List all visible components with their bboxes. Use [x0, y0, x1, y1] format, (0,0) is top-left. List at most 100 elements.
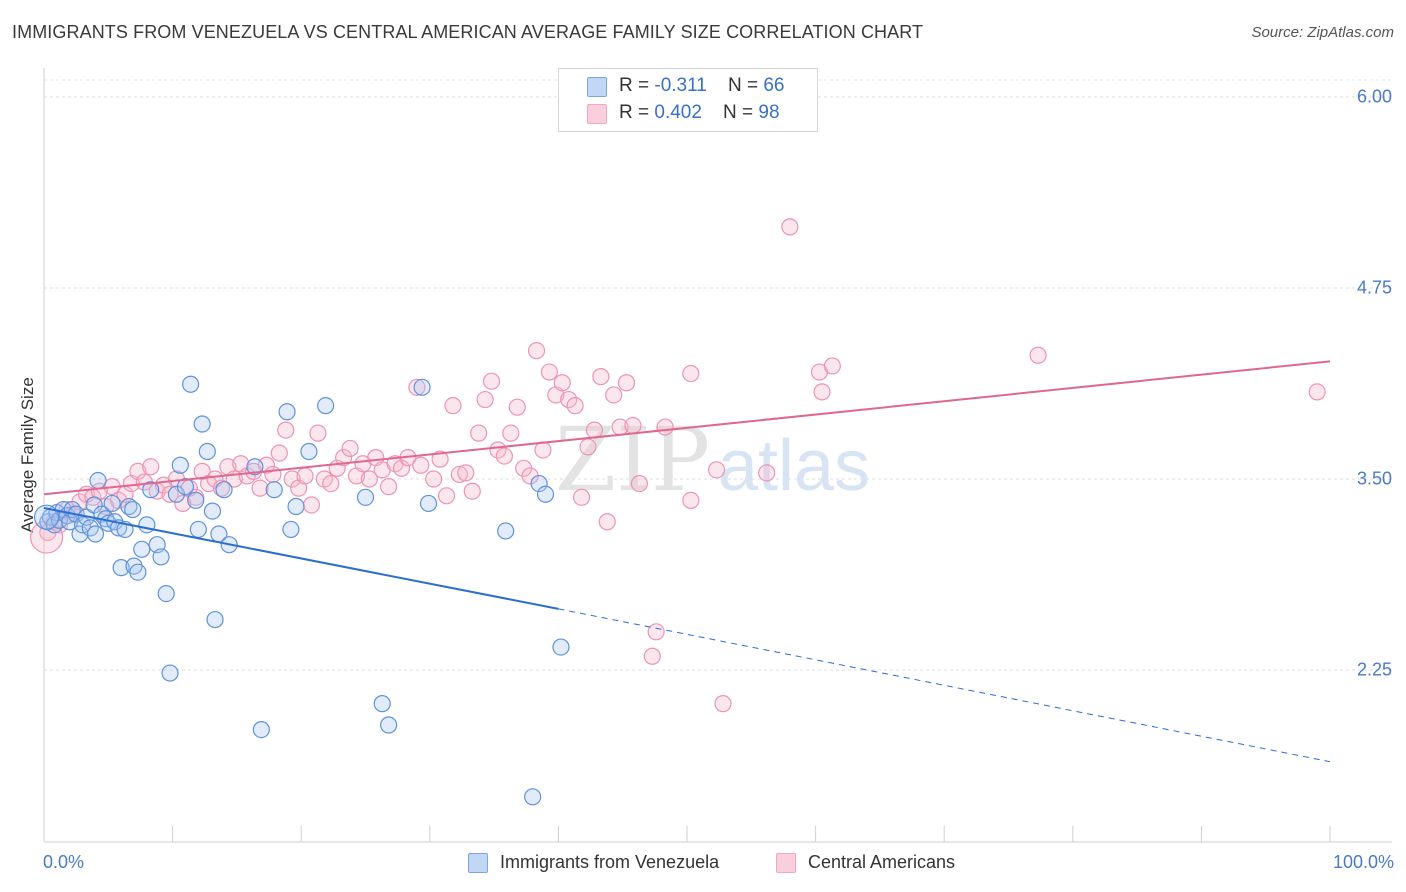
data-point	[112, 559, 130, 577]
data-point	[579, 438, 597, 456]
data-point	[656, 418, 674, 436]
data-point	[152, 548, 170, 566]
data-point	[540, 363, 558, 381]
r-label: R =	[619, 75, 655, 96]
data-point	[572, 488, 591, 506]
data-point	[157, 584, 175, 603]
n-value: 66	[763, 75, 785, 96]
data-point	[322, 474, 340, 493]
data-point	[1308, 383, 1326, 401]
data-point	[265, 481, 283, 499]
data-point	[142, 458, 160, 476]
data-point	[566, 397, 584, 415]
data-point	[189, 520, 207, 539]
data-point	[142, 481, 160, 499]
data-point	[592, 368, 610, 386]
chart-title: IMMIGRANTS FROM VENEZUELA VS CENTRAL AME…	[12, 22, 924, 42]
n-label: N =	[727, 75, 764, 96]
data-point	[129, 563, 147, 581]
data-point	[1029, 346, 1047, 364]
data-point	[33, 504, 60, 530]
data-point	[187, 491, 205, 509]
data-point	[413, 378, 431, 396]
trend-lines	[43, 360, 1331, 763]
data-point	[89, 471, 107, 490]
data-point	[373, 695, 391, 713]
data-point	[161, 485, 179, 503]
data-point	[412, 456, 430, 474]
venezuela-legend-swatch	[468, 853, 488, 873]
central-legend-swatch	[776, 853, 796, 873]
data-point	[536, 485, 555, 503]
data-point	[300, 442, 318, 461]
y-tick-label: 2.25	[1356, 659, 1392, 680]
data-point	[476, 390, 494, 409]
data-point	[138, 516, 156, 534]
data-point	[530, 474, 548, 493]
data-point	[707, 461, 726, 479]
data-point	[758, 464, 776, 482]
central-legend-label: Central Americans	[808, 852, 956, 872]
data-point	[585, 421, 604, 439]
watermark: ZIP atlas	[555, 408, 870, 511]
data-point	[317, 397, 335, 415]
central-trend-line	[43, 360, 1331, 496]
data-point	[215, 481, 233, 499]
data-point	[419, 494, 438, 513]
data-point	[617, 374, 636, 392]
data-point	[252, 720, 270, 739]
data-point	[682, 491, 700, 509]
data-point	[283, 470, 301, 488]
data-point	[287, 497, 305, 516]
data-point	[524, 788, 542, 806]
venezuela-trend-extension	[558, 608, 1331, 763]
data-point	[302, 496, 321, 514]
data-point	[781, 218, 799, 236]
data-point	[124, 500, 142, 519]
data-point	[457, 464, 475, 482]
data-point	[206, 610, 224, 629]
data-point	[203, 502, 222, 520]
data-point	[277, 421, 295, 439]
x-tick-label-max: 100.0%	[1332, 852, 1394, 872]
watermark-atlas: atlas	[718, 426, 870, 506]
data-point	[463, 482, 481, 500]
data-point	[823, 357, 841, 375]
data-point	[495, 447, 513, 465]
data-point	[282, 520, 300, 539]
data-point	[624, 416, 642, 435]
venezuela-swatch	[587, 77, 607, 97]
data-point	[356, 488, 375, 506]
data-point	[408, 378, 426, 396]
central-swatch	[587, 104, 607, 124]
r-value: -0.311	[654, 75, 707, 96]
source-label: Source: ZipAtlas.com	[1251, 24, 1394, 41]
data-point	[444, 397, 462, 415]
data-point	[103, 494, 121, 513]
data-point	[560, 390, 578, 409]
data-point	[129, 462, 147, 480]
data-point	[598, 513, 616, 531]
data-point	[450, 465, 468, 484]
venezuela-legend-label: Immigrants from Venezuela	[500, 852, 720, 872]
data-point	[278, 403, 296, 421]
data-point	[502, 424, 520, 442]
data-point	[176, 478, 195, 496]
data-point	[647, 623, 665, 641]
data-point	[380, 716, 398, 734]
data-point	[182, 375, 200, 393]
data-point	[527, 342, 546, 360]
data-point	[392, 459, 411, 477]
data-point	[264, 465, 282, 484]
data-point	[643, 647, 661, 665]
data-point	[171, 456, 189, 474]
data-point	[470, 424, 488, 442]
data-point	[86, 525, 105, 543]
data-point	[714, 695, 732, 713]
y-tick-label: 4.75	[1356, 277, 1392, 298]
data-point	[193, 415, 211, 433]
data-point	[380, 478, 398, 496]
venezuela-trend-line	[43, 507, 559, 610]
data-point	[198, 442, 216, 461]
